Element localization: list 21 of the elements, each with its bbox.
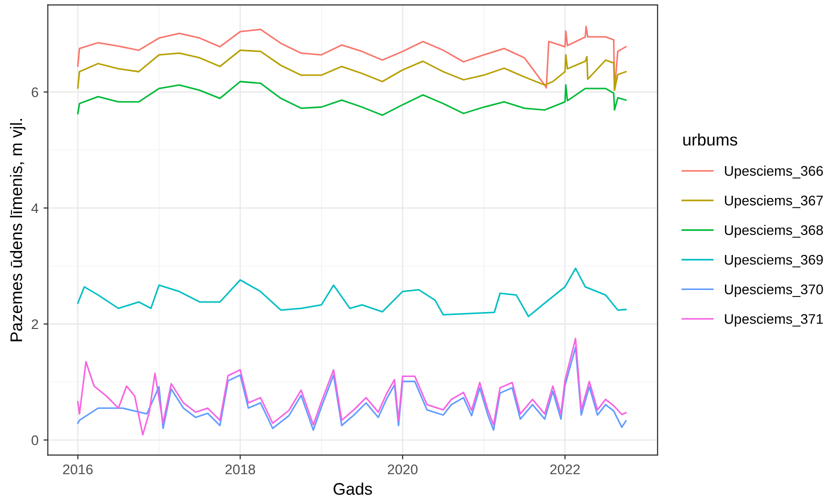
legend-label: Upesciems_366 [724,166,823,179]
legend-label: Upesciems_368 [724,224,823,238]
y-tick-label: 4 [31,203,38,214]
y-tick-label: 0 [32,435,38,446]
x-tick-label: 2020 [388,464,418,474]
legend-label: Upesciems_367 [724,195,823,208]
legend-label: Upesciems_370 [724,284,823,298]
line-series [77,80,627,116]
x-tick-label: 2022 [550,464,580,474]
legend-label: Upesciems_369 [724,254,823,268]
x-tick-label: 2016 [63,464,93,474]
x-tick-label: 2018 [225,464,256,474]
legend-label: Upesciems_371 [724,314,823,327]
y-axis-title: Pazemes ūdens līmenis, m vjl. [10,119,26,342]
line-series [77,49,627,92]
x-axis-title: Gads [334,482,372,495]
y-tick-label: 2 [32,319,38,330]
legend-title: urbums [683,133,738,146]
line-series [77,26,627,92]
y-tick-label: 6 [32,87,38,98]
line-series [77,268,627,318]
